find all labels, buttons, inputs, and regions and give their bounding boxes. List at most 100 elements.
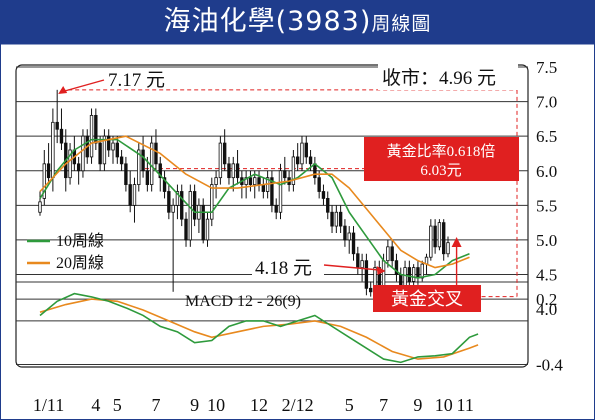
grid	[16, 66, 528, 366]
price-tick-label: 6.0	[536, 162, 557, 181]
x-tick-label: 1/11	[33, 395, 64, 415]
candle-down	[308, 156, 313, 165]
candle-down	[369, 287, 373, 293]
fib-box	[364, 137, 519, 181]
candle-up	[38, 201, 42, 213]
outer-border	[0, 44, 595, 420]
candle-down	[154, 142, 158, 165]
price-tick-label: 5.0	[536, 231, 557, 250]
cross-arrow-head	[451, 237, 462, 247]
candle-up	[210, 184, 214, 220]
candle-up	[214, 177, 218, 185]
x-tick-label: 2/12	[282, 395, 314, 415]
candle-down	[326, 198, 330, 213]
price-tick-label: 7.0	[536, 93, 557, 112]
candle-down	[283, 170, 287, 179]
candle-up	[420, 263, 424, 279]
high-arrow-head	[58, 86, 68, 94]
candle-up	[175, 191, 180, 206]
candle-down	[128, 184, 132, 206]
candle-down	[433, 225, 437, 248]
candle-up	[437, 222, 442, 248]
chart-title-main: 海油化學(3983)	[163, 6, 372, 37]
x-tick-label: 9	[190, 395, 199, 415]
candle-up	[244, 177, 248, 185]
candle-up	[360, 260, 364, 268]
candle-up	[386, 246, 390, 262]
x-tick-label: 10	[207, 395, 225, 415]
candle-down	[338, 211, 343, 227]
macd-label: MACD 12 - 26(9)	[185, 293, 301, 310]
candle-up	[51, 121, 55, 179]
candle-down	[158, 163, 162, 179]
candle-down	[167, 191, 171, 213]
candle-down	[351, 232, 356, 255]
close-label-bg	[378, 64, 518, 90]
candle-up	[111, 142, 115, 151]
candle-down	[394, 260, 399, 275]
candle-down	[321, 191, 326, 199]
candle-down	[227, 163, 231, 179]
candle-down	[222, 142, 227, 165]
x-tick-label: 9	[413, 395, 422, 415]
x-tick-label: 10	[435, 395, 453, 415]
macd-tick-label: -0.4	[536, 356, 563, 375]
price-tick-label: 7.5	[536, 58, 557, 77]
legend-label: 20周線	[56, 254, 104, 272]
candle-down	[98, 142, 102, 165]
candle-down	[192, 191, 197, 220]
x-tick-label: 5	[113, 395, 122, 415]
fib-box-line2: 6.03元	[420, 163, 461, 179]
candle-up	[300, 142, 304, 165]
candle-down	[115, 142, 119, 158]
x-tick-label: 12	[250, 395, 268, 415]
price-tick-label: 5.5	[536, 196, 557, 215]
high-label: 7.17 元	[108, 70, 165, 91]
candle-up	[188, 191, 193, 241]
low-label-bg	[252, 255, 324, 279]
low-label: 4.18 元	[255, 258, 312, 279]
x-tick-label: 5	[345, 395, 354, 415]
candle-up	[278, 170, 283, 213]
candle-down	[304, 142, 308, 158]
candle-down	[94, 115, 98, 144]
candle-down	[274, 204, 278, 213]
macd-panel: MACD 12 - 26(9)	[39, 292, 479, 364]
candle-down	[313, 163, 317, 179]
candle-down	[257, 177, 261, 185]
candle-down	[162, 177, 167, 192]
macd-tick-label: 0.2	[536, 290, 557, 309]
plot-border	[15, 64, 529, 368]
candle-down	[407, 267, 412, 282]
legend-label: 10周線	[56, 232, 104, 250]
axis-labels: 7.57.06.56.05.55.04.54.00.2-0.41/11 4 5 7 9 1…	[33, 58, 563, 415]
candle-down	[107, 135, 111, 151]
candle-up	[132, 184, 137, 206]
candle-up	[102, 135, 107, 165]
candle-up	[42, 163, 46, 199]
candle-up	[171, 204, 175, 213]
price-tick-label: 4.5	[536, 266, 557, 285]
candle-down	[261, 184, 266, 192]
candle-down	[141, 149, 145, 172]
macd-signal-line	[39, 298, 479, 360]
moving-averages	[39, 135, 470, 279]
candle-down	[76, 163, 81, 172]
candle-down	[46, 163, 51, 179]
candle-up	[205, 218, 210, 241]
candle-up	[347, 232, 351, 241]
low-arrow-line	[323, 264, 380, 271]
candle-down	[364, 260, 369, 289]
candle-down	[317, 177, 321, 192]
candle-up	[218, 142, 223, 179]
ma20-line	[39, 135, 470, 269]
candle-down	[124, 163, 128, 185]
candle-down	[330, 211, 334, 227]
candle-up	[446, 242, 450, 255]
candle-up	[137, 149, 141, 185]
price-tick-label: 4.0	[536, 300, 557, 319]
candle-up	[429, 225, 433, 258]
cross-label: 黃金交叉	[391, 289, 463, 309]
candle-down	[59, 128, 64, 144]
